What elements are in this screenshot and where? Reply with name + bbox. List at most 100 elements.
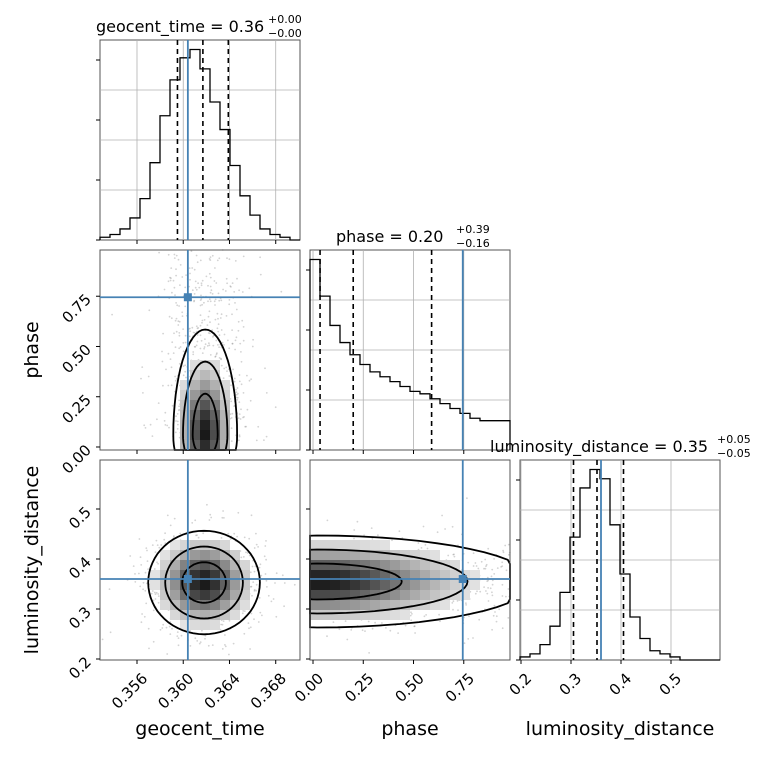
sample-point <box>166 653 169 655</box>
density-cell <box>420 570 430 580</box>
sample-point <box>477 567 480 570</box>
sample-point <box>263 439 265 441</box>
sample-point <box>215 339 218 342</box>
histogram-phase <box>309 258 511 450</box>
sample-point <box>201 319 204 322</box>
sample-point <box>147 375 150 378</box>
density-cell <box>380 550 390 560</box>
density-cell <box>460 580 470 590</box>
density-cell <box>160 550 170 560</box>
sample-point <box>203 346 206 348</box>
sample-point <box>274 406 277 409</box>
sample-point <box>241 319 244 322</box>
density-cell <box>210 600 220 610</box>
sample-point <box>157 593 160 595</box>
sample-point <box>216 327 219 330</box>
sample-point <box>241 612 244 615</box>
sample-point <box>179 532 182 535</box>
sample-point <box>246 374 248 377</box>
sample-point <box>212 344 215 347</box>
sample-point <box>164 532 167 535</box>
sample-point <box>172 279 175 282</box>
sample-point <box>167 280 170 283</box>
sample-point <box>213 300 216 303</box>
sample-point <box>212 336 214 338</box>
sample-point <box>162 332 165 335</box>
sample-point <box>240 383 243 386</box>
sample-point <box>191 267 194 269</box>
density-cell <box>360 560 370 570</box>
sample-point <box>181 276 184 278</box>
sample-point <box>404 624 407 627</box>
sample-point <box>222 288 225 291</box>
x-axis-label-phase: phase <box>381 718 438 740</box>
sample-point <box>173 257 176 259</box>
sample-point <box>507 543 510 546</box>
sample-point <box>169 633 172 635</box>
sample-point <box>487 600 490 602</box>
sample-point <box>175 254 178 257</box>
density-cell <box>180 390 190 400</box>
density-cell <box>220 610 230 620</box>
sample-point <box>350 629 353 631</box>
sample-point <box>474 592 477 595</box>
density-cell <box>180 560 190 570</box>
panel-2d-phase-distance <box>309 459 511 661</box>
sample-point <box>157 402 160 404</box>
density-cell <box>450 580 460 590</box>
sample-point <box>193 345 196 348</box>
sample-point <box>444 528 446 530</box>
sample-point <box>467 561 470 564</box>
sample-point <box>165 368 167 371</box>
sample-point <box>255 543 258 546</box>
density-cell <box>180 440 190 450</box>
sample-point <box>468 615 470 618</box>
sample-point <box>168 625 171 628</box>
sample-point <box>222 620 225 622</box>
sample-point <box>356 520 359 523</box>
density-cell <box>190 590 200 600</box>
density-cell <box>180 610 190 620</box>
sample-point <box>210 516 213 519</box>
density-cell <box>150 580 160 590</box>
density-cell <box>190 570 200 580</box>
sample-point <box>238 289 241 292</box>
sample-point <box>230 384 232 387</box>
density-cell <box>340 540 350 550</box>
sample-point <box>216 312 219 315</box>
density-cell <box>310 600 320 610</box>
sample-point <box>491 628 493 631</box>
sample-point <box>228 258 231 261</box>
sample-point <box>501 583 504 586</box>
sample-point <box>260 574 263 577</box>
sample-point <box>246 408 249 411</box>
sample-point <box>453 555 456 558</box>
sample-point <box>196 640 199 642</box>
sample-point <box>489 587 492 590</box>
sample-point <box>146 560 149 562</box>
density-cell <box>320 610 330 620</box>
sample-point <box>200 282 203 285</box>
density-cell <box>340 590 350 600</box>
sample-point <box>249 399 252 402</box>
sample-point <box>141 366 144 368</box>
density-cell <box>410 570 420 580</box>
sample-point <box>173 517 176 520</box>
y-axis-label-luminosity-distance: luminosity_distance <box>21 466 43 655</box>
sample-point <box>385 627 387 629</box>
sample-point <box>174 379 177 382</box>
sample-point <box>231 282 234 284</box>
density-cell <box>370 580 380 590</box>
density-cell <box>220 430 230 440</box>
sample-point <box>196 261 199 264</box>
sample-point <box>194 519 197 522</box>
y-tick-label: 0.75 <box>58 290 94 326</box>
sample-point <box>243 610 246 612</box>
sample-point <box>176 420 179 423</box>
sample-point <box>176 631 179 633</box>
sample-point <box>353 529 356 531</box>
title-luminosity-distance-plus: +0.05 <box>717 433 751 446</box>
density-cell <box>200 590 210 600</box>
sample-point <box>453 553 455 556</box>
